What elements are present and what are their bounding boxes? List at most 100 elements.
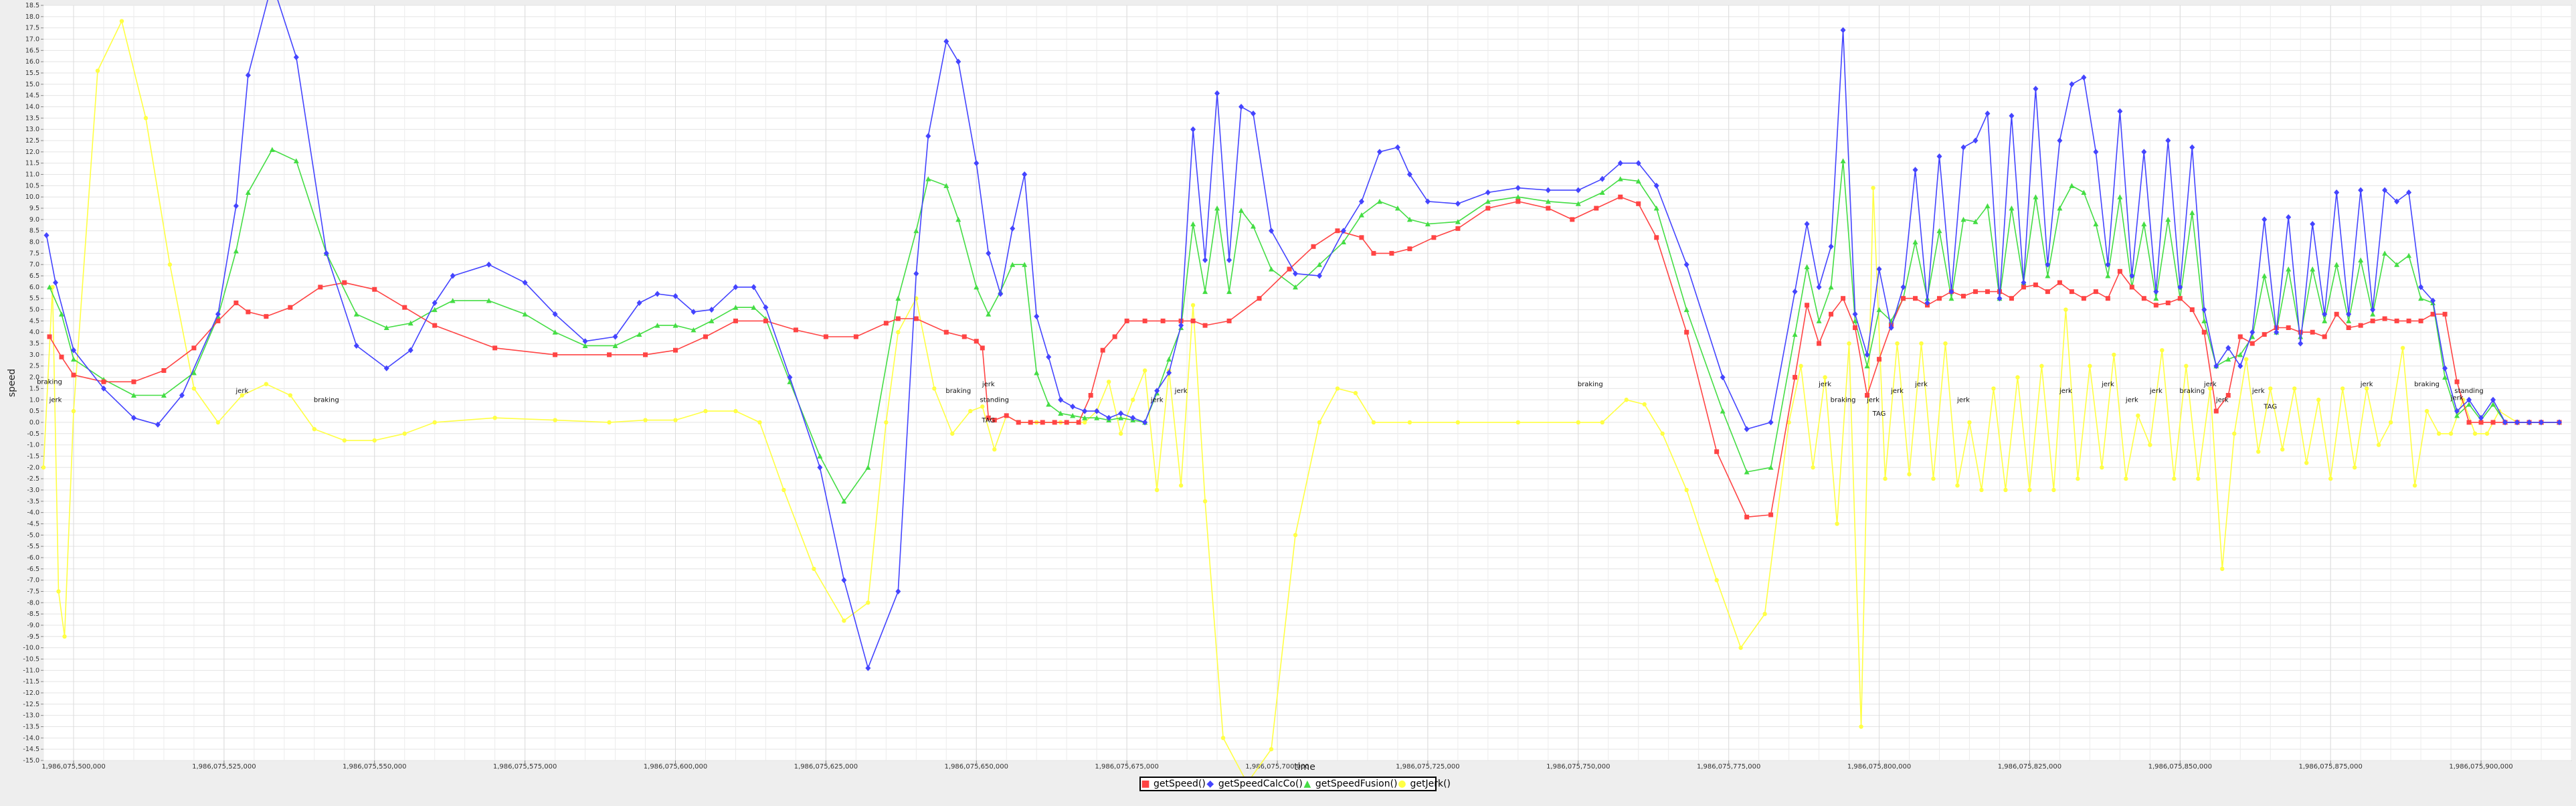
data-point — [913, 270, 919, 277]
data-point — [2093, 221, 2099, 227]
data-point — [2051, 487, 2056, 493]
data-point — [1642, 402, 1647, 407]
legend-marker-icon: ■ — [1141, 779, 1150, 789]
y-tick-label: 16.5 — [25, 47, 39, 54]
data-point — [2394, 198, 2400, 205]
y-tick-label: -10.5 — [23, 655, 39, 663]
data-point — [1340, 228, 1346, 234]
data-point — [1864, 363, 1870, 369]
data-point — [2298, 329, 2303, 335]
data-point — [1847, 341, 1851, 346]
y-tick-label: 5.5 — [29, 295, 39, 303]
data-point — [1624, 398, 1629, 402]
data-point — [2063, 307, 2068, 312]
data-point — [2249, 333, 2256, 339]
data-point — [2244, 357, 2249, 361]
y-tick-label: -5.0 — [27, 532, 39, 539]
y-tick-label: 6.0 — [29, 284, 39, 291]
data-point — [733, 318, 738, 323]
data-point — [986, 250, 992, 256]
data-point — [215, 318, 221, 323]
data-point — [1317, 420, 1322, 425]
data-point — [100, 385, 106, 392]
y-tick-label: 1.5 — [29, 385, 39, 392]
data-point — [1238, 208, 1245, 213]
data-point — [2466, 401, 2472, 407]
y-tick-label: -6.5 — [27, 566, 39, 573]
annotation-label: braking — [2179, 388, 2205, 395]
data-point — [2039, 364, 2044, 368]
data-point — [2490, 420, 2496, 425]
data-point — [1913, 296, 1918, 301]
data-point — [1046, 353, 1052, 360]
annotation-label: jerk — [2059, 388, 2072, 395]
data-point — [353, 342, 359, 349]
data-point — [1919, 341, 1924, 346]
data-point — [353, 311, 359, 317]
data-point — [1202, 256, 1208, 263]
data-point — [1316, 272, 1322, 279]
data-point — [2310, 221, 2316, 228]
y-tick-label: -13.5 — [23, 723, 39, 730]
data-point — [2322, 318, 2328, 323]
data-point — [1515, 185, 1521, 191]
data-point — [2466, 396, 2472, 403]
y-tick-label: 1.0 — [29, 396, 39, 404]
data-point — [1545, 187, 1551, 193]
data-point — [2100, 465, 2104, 470]
data-point — [883, 321, 889, 326]
data-point — [1714, 449, 1720, 455]
y-tick-label: -4.0 — [27, 509, 39, 517]
data-point — [70, 347, 76, 353]
data-point — [1088, 393, 1093, 398]
data-point — [2352, 465, 2357, 470]
data-point — [1190, 126, 1196, 133]
data-point — [492, 415, 497, 420]
annotation-label: jerk — [982, 381, 995, 388]
annotation-label: TAG — [981, 417, 995, 424]
data-point — [1112, 334, 1117, 339]
data-point — [2249, 329, 2256, 335]
data-point — [2418, 295, 2424, 301]
data-point — [2141, 296, 2146, 301]
data-point — [1316, 262, 1322, 267]
data-point — [432, 323, 438, 328]
data-point — [1455, 200, 1461, 207]
x-tick-label: 1,986,075,650,000 — [945, 763, 1008, 771]
data-point — [1972, 137, 1979, 144]
data-point — [1576, 420, 1580, 425]
data-point — [2436, 431, 2442, 436]
annotation-label: jerk — [1914, 381, 1928, 388]
y-tick-label: -8.5 — [27, 611, 39, 618]
data-point — [1936, 153, 1942, 160]
data-point — [709, 307, 715, 313]
y-tick-label: -14.0 — [23, 734, 39, 742]
data-point — [1034, 370, 1040, 376]
data-point — [1768, 419, 1774, 426]
data-point — [293, 158, 299, 163]
data-point — [2177, 284, 2183, 291]
data-point — [1599, 175, 1605, 182]
x-tick-label: 1,986,075,550,000 — [343, 763, 406, 771]
data-point — [2009, 296, 2014, 301]
data-point — [1618, 194, 1623, 199]
data-point — [1389, 250, 1394, 256]
data-point — [1455, 420, 1461, 425]
data-point — [2370, 307, 2376, 313]
data-point — [1575, 187, 1581, 193]
y-tick-label: 4.0 — [29, 329, 39, 336]
x-tick-label: 1,986,075,575,000 — [493, 763, 557, 771]
data-point — [1052, 420, 1057, 425]
data-point — [1358, 198, 1364, 205]
data-point — [1599, 189, 1605, 195]
x-tick-label: 1,986,075,825,000 — [1998, 763, 2061, 771]
data-point — [1828, 243, 1834, 250]
data-point — [245, 189, 251, 195]
data-point — [757, 420, 762, 425]
y-tick-label: 18.5 — [25, 2, 39, 9]
data-point — [245, 72, 251, 78]
data-point — [1635, 160, 1641, 167]
data-point — [318, 285, 323, 290]
data-point — [1160, 318, 1166, 323]
data-point — [2081, 296, 2086, 301]
